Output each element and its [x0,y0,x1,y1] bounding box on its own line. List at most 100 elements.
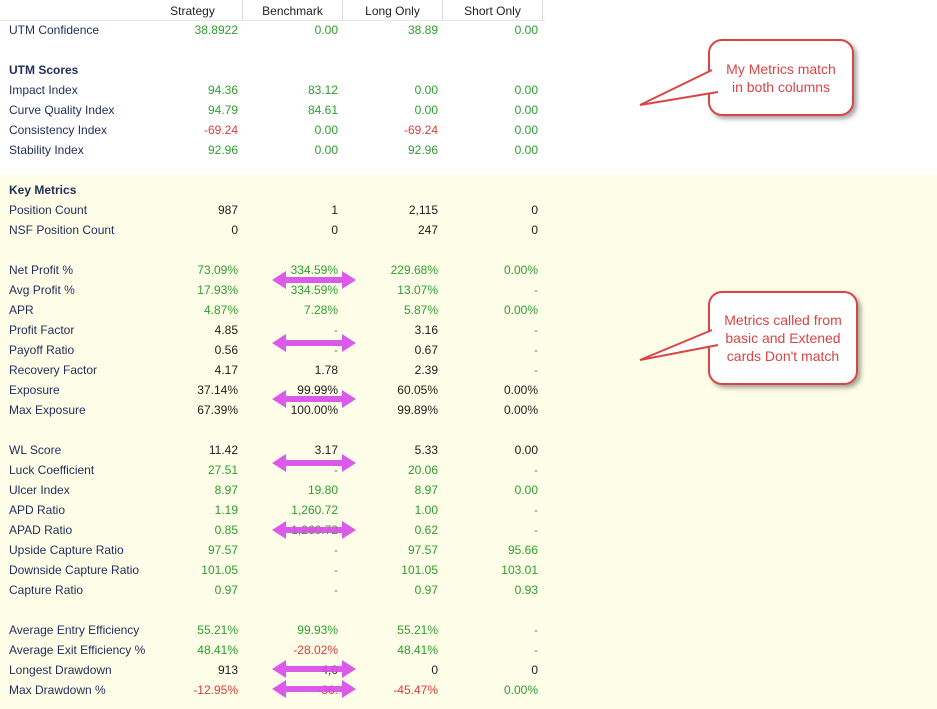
cell-long-only: 101.05 [401,563,438,577]
cell-benchmark: - [334,463,338,477]
header-benchmark[interactable]: Benchmark [243,0,343,20]
cell-long-only: -69.24 [403,123,438,137]
cell-benchmark: 1.78 [314,363,338,377]
table-row: Impact Index 94.36 83.12 0.00 0.00 [0,80,545,100]
cell-long-only: 92.96 [407,143,438,157]
table-row: Average Entry Efficiency 55.21% 99.93% 55.2… [0,620,545,640]
cell-benchmark: -36. [317,683,338,697]
table-row: UTM Confidence 38.8922 0.00 38.89 0.00 [0,20,545,40]
header-strategy[interactable]: Strategy [143,0,243,20]
cell-benchmark: 0.00 [314,23,338,37]
row-label: Exposure [9,383,60,397]
table-row: Longest Drawdown 913 4,0 0 0 [0,660,545,680]
table-row: Position Count 987 1 2,115 0 [0,200,545,220]
cell-strategy: 987 [217,203,238,217]
table-row: APD Ratio 1.19 1,260.72 1.00 - [0,500,545,520]
cell-benchmark: - [334,323,338,337]
header-long-only[interactable]: Long Only [343,0,443,20]
cell-long-only: 20.06 [407,463,438,477]
column-header-bar: Strategy Benchmark Long Only Short Only [0,0,545,21]
cell-benchmark: 99.93% [297,623,338,637]
row-label: Stability Index [9,143,84,157]
cell-short-only: 0.00 [514,123,538,137]
cell-strategy: 0.56 [214,343,238,357]
cell-strategy: 55.21% [197,623,238,637]
row-label: Consistency Index [9,123,108,137]
cell-strategy: 913 [217,663,238,677]
section-title: Key Metrics [9,183,77,197]
cell-benchmark: - [334,583,338,597]
cell-short-only: 0.00 [514,83,538,97]
cell-long-only: 2,115 [408,203,438,217]
cell-long-only: 60.05% [397,383,438,397]
cell-strategy: 4.87% [203,303,238,317]
cell-long-only: 0 [431,663,438,677]
row-label: Recovery Factor [9,363,98,377]
row-label: UTM Confidence [9,23,100,37]
cell-strategy: 73.09% [197,263,238,277]
cell-strategy: 101.05 [201,563,238,577]
cell-strategy: 27.51 [207,463,238,477]
cell-short-only: 0.93 [514,583,538,597]
cell-benchmark: 0 [331,223,338,237]
header-short-only[interactable]: Short Only [443,0,543,20]
cell-strategy: 0.97 [214,583,238,597]
table-row: Consistency Index -69.24 0.00 -69.24 0.00 [0,120,545,140]
cell-short-only: 0.00 [514,23,538,37]
cell-long-only: 5.33 [414,443,438,457]
table-row: WL Score 11.42 3.17 5.33 0.00 [0,440,545,460]
section-title: UTM Scores [9,63,79,77]
table-row: Net Profit % 73.09% 334.59% 229.68% 0.00% [0,260,545,280]
cell-short-only: 0.00 [514,103,538,117]
cell-long-only: -45.47% [393,683,438,697]
row-label: WL Score [9,443,62,457]
cell-long-only: 0.67 [414,343,438,357]
cell-short-only: - [534,323,538,337]
cell-short-only: - [534,503,538,517]
cell-strategy: -12.95% [193,683,238,697]
cell-strategy: 4.85 [214,323,238,337]
row-label: APR [9,303,34,317]
cell-benchmark: 1,260.72 [291,523,338,537]
cell-strategy: 92.96 [207,143,238,157]
row-label: Capture Ratio [9,583,84,597]
row-label: Downside Capture Ratio [9,563,140,577]
row-label: Ulcer Index [9,483,70,497]
cell-short-only: - [534,463,538,477]
cell-long-only: 2.39 [414,363,438,377]
cell-benchmark: 100.00% [290,403,338,417]
row-label: Avg Profit % [9,283,75,297]
table-row: Max Drawdown % -12.95% -36. -45.47% 0.00% [0,680,545,700]
cell-short-only: 0.00% [503,683,538,697]
cell-short-only: 0.00% [503,383,538,397]
cell-short-only: 0 [531,223,538,237]
row-label: Average Entry Efficiency [9,623,140,637]
table-row: Average Exit Efficiency % 48.41% -28.02% 48… [0,640,545,660]
callout-metrics-match: My Metrics match in both columns [708,39,854,116]
table-row: Payoff Ratio 0.56 - 0.67 - [0,340,545,360]
cell-benchmark: 334.59% [290,283,338,297]
cell-strategy: 37.14% [197,383,238,397]
cell-benchmark: 1 [331,203,338,217]
cell-long-only: 0.97 [414,583,438,597]
cell-benchmark: 83.12 [307,83,338,97]
row-label: Net Profit % [9,263,74,277]
cell-short-only: 0.00 [514,443,538,457]
section-header: Key Metrics [0,180,545,200]
cell-short-only: 0 [531,203,538,217]
row-label: Max Drawdown % [9,683,106,697]
table-row: Curve Quality Index 94.79 84.61 0.00 0.00 [0,100,545,120]
row-label: Luck Coefficient [9,463,95,477]
cell-long-only: 13.07% [397,283,438,297]
cell-strategy: 17.93% [197,283,238,297]
cell-strategy: 0 [231,223,238,237]
cell-long-only: 48.41% [397,643,438,657]
table-row: NSF Position Count 0 0 247 0 [0,220,545,240]
table-row: Avg Profit % 17.93% 334.59% 13.07% - [0,280,545,300]
cell-long-only: 1.00 [414,503,438,517]
cell-long-only: 0.00 [414,83,438,97]
cell-benchmark: 1,260.72 [291,503,338,517]
cell-strategy: 1.19 [214,503,238,517]
cell-benchmark: 0.00 [314,123,338,137]
cell-benchmark: 84.61 [307,103,338,117]
